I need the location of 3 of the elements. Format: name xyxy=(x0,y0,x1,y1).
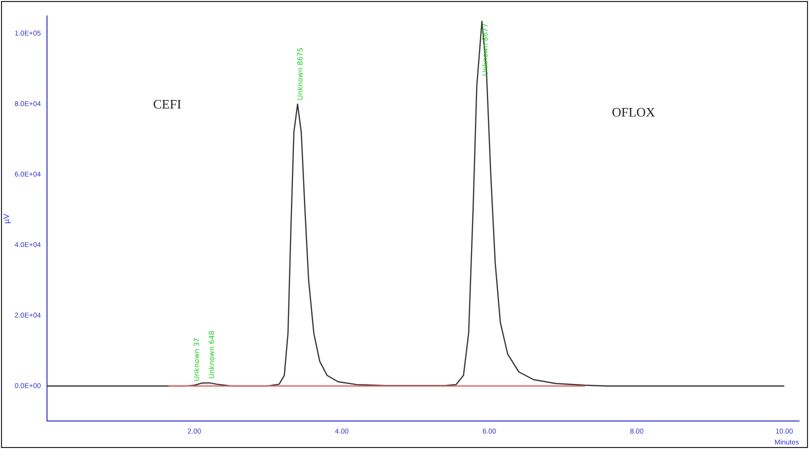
annotation: OFLOX xyxy=(612,104,656,120)
annotation: CEFI xyxy=(153,96,182,112)
y-axis-title: µV xyxy=(2,212,12,224)
